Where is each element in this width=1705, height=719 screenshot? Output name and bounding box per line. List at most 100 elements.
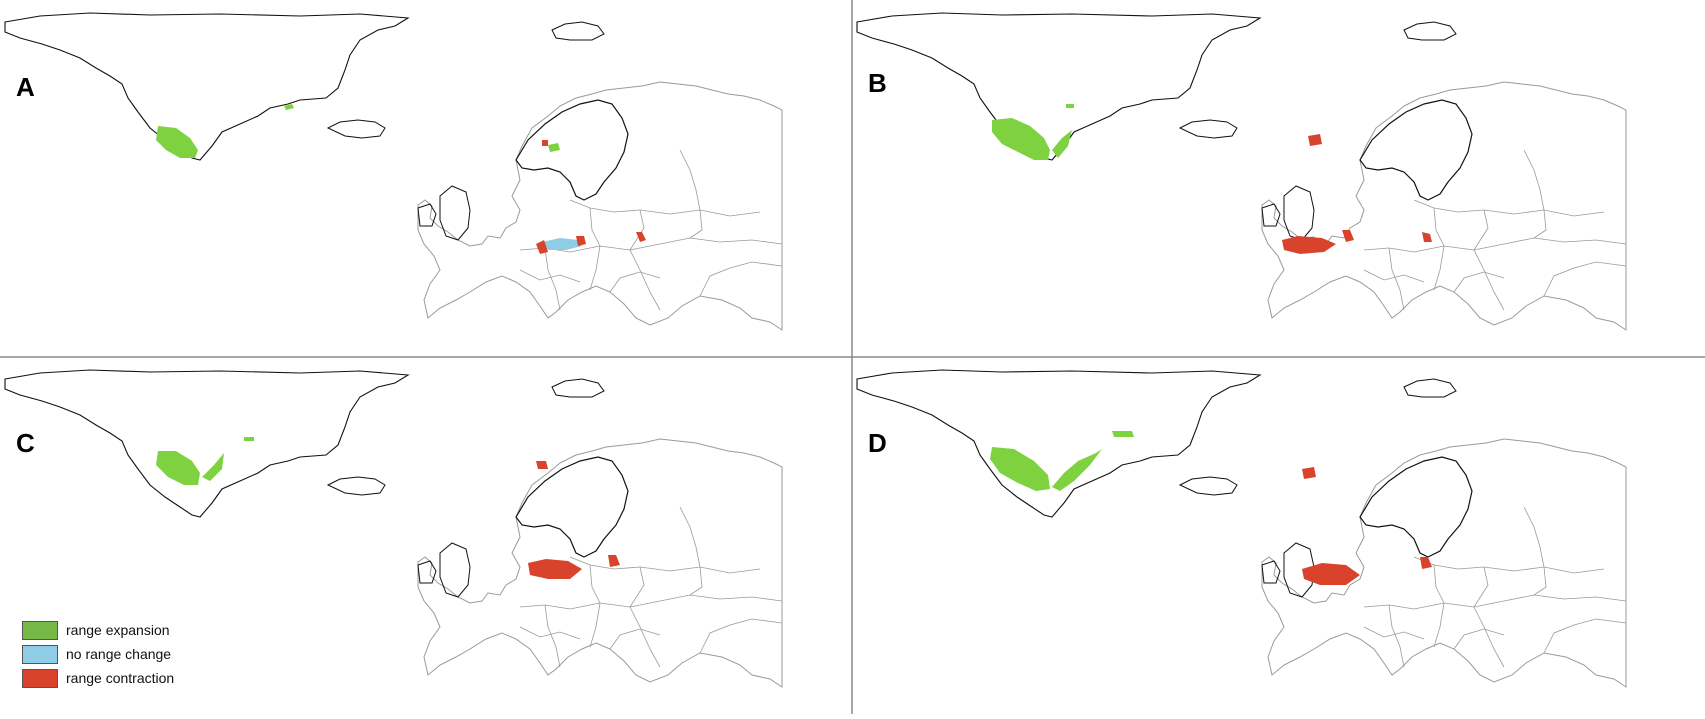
country-border [1363, 243, 1505, 253]
country-border [679, 149, 701, 211]
range-contraction-area [536, 461, 548, 469]
map-panel-b [856, 12, 1627, 331]
country-border [544, 604, 561, 668]
range-expansion-area [992, 118, 1050, 160]
range-expansion-area [1066, 104, 1074, 108]
svalbard-coastline [1403, 378, 1457, 398]
range-expansion-area [244, 437, 254, 441]
country-border [1523, 506, 1545, 568]
country-border [589, 564, 601, 604]
iceland-coastline [1178, 476, 1238, 496]
britain-coastline [439, 542, 471, 598]
range-expansion-area [1112, 431, 1134, 437]
country-border [1413, 556, 1605, 574]
legend-label-no-change: no range change [66, 646, 172, 662]
legend-swatch-no-change [22, 644, 58, 664]
range-expansion-area [202, 453, 224, 481]
legend-label-expansion: range expansion [66, 622, 170, 638]
legend-item-contraction: range contraction [22, 666, 242, 690]
greenland-coastline [856, 12, 1262, 161]
range-expansion-area [548, 143, 560, 152]
country-border [1473, 566, 1489, 608]
country-border [699, 618, 783, 654]
country-border [609, 271, 661, 293]
scandinavia-coastline [515, 99, 629, 201]
country-border [519, 269, 581, 283]
range-contraction-area [576, 236, 586, 246]
range-contraction-area [528, 559, 582, 579]
country-border [1433, 245, 1445, 291]
map-panel-c [4, 369, 783, 688]
svalbard-coastline [1403, 21, 1457, 41]
country-border [1453, 271, 1505, 293]
britain-coastline [439, 185, 471, 241]
europe-coastline [1261, 438, 1627, 688]
europe-map [1261, 81, 1627, 331]
country-border [1473, 249, 1505, 311]
country-border [629, 209, 645, 251]
country-border [544, 247, 561, 311]
country-border [1533, 209, 1547, 239]
country-border [589, 207, 601, 247]
country-border [589, 245, 601, 291]
legend-swatch-contraction [22, 668, 58, 688]
ireland-coastline [417, 203, 437, 227]
scandinavia-coastline [515, 456, 629, 558]
country-border [589, 602, 601, 648]
legend-swatch-expansion [22, 620, 58, 640]
europe-coastline [417, 438, 783, 688]
country-border [1473, 209, 1489, 251]
range-contraction-area [1302, 467, 1316, 479]
country-border [699, 261, 783, 297]
svalbard-coastline [551, 21, 605, 41]
country-border [569, 556, 761, 574]
europe-map [417, 438, 783, 688]
range-expansion-area [156, 451, 200, 485]
ireland-coastline [1261, 560, 1281, 584]
range-expansion-area [1052, 130, 1072, 158]
svalbard-coastline [551, 378, 605, 398]
greenland-coastline [4, 369, 410, 518]
country-border [569, 199, 761, 217]
country-border [629, 566, 645, 608]
europe-map [1261, 438, 1627, 688]
ireland-coastline [1261, 203, 1281, 227]
country-border [519, 626, 581, 640]
legend-label-contraction: range contraction [66, 670, 175, 686]
country-border [1433, 564, 1445, 604]
country-border [1433, 207, 1445, 247]
country-border [689, 566, 703, 596]
country-border [629, 606, 661, 668]
scandinavia-coastline [1359, 99, 1473, 201]
country-border [1388, 247, 1405, 311]
country-border [1363, 626, 1425, 640]
country-border [679, 506, 701, 568]
iceland-coastline [326, 476, 386, 496]
country-border [1533, 566, 1547, 596]
panel-label-b: B [868, 68, 887, 98]
range-contraction-area [1302, 563, 1360, 585]
range-contraction-area [1308, 134, 1322, 146]
range-expansion-area [156, 126, 198, 158]
panel-label-d: D [868, 428, 887, 458]
country-border [689, 209, 703, 239]
country-border [1543, 261, 1627, 297]
britain-coastline [1283, 542, 1315, 598]
map-panel-d [856, 369, 1627, 688]
country-border [519, 600, 661, 610]
range-contraction-area [636, 232, 646, 242]
country-border [1363, 600, 1505, 610]
range-contraction-area [1420, 557, 1432, 569]
panel-label-a: A [16, 72, 35, 102]
ireland-coastline [417, 560, 437, 584]
country-border [609, 628, 661, 650]
map-panel-a [4, 12, 783, 331]
country-border [659, 594, 783, 602]
europe-map [417, 81, 783, 331]
country-border [1473, 606, 1505, 668]
europe-coastline [417, 81, 783, 331]
range-expansion-area [990, 447, 1050, 491]
country-border [1363, 269, 1425, 283]
